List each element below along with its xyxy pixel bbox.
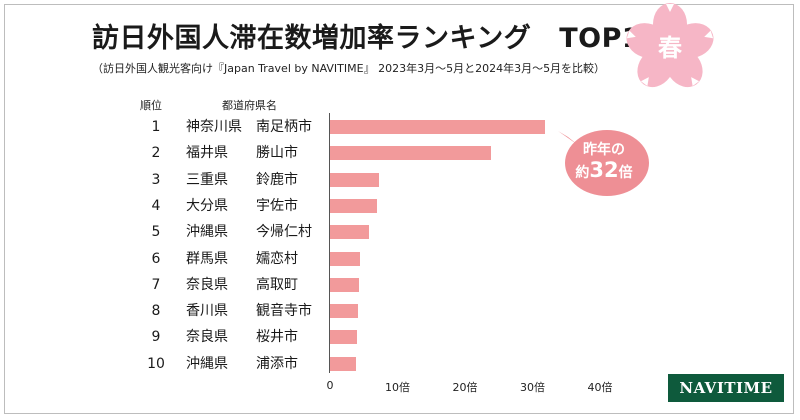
bar-2 xyxy=(330,146,492,161)
page-title: 訪日外国人滞在数増加率ランキング TOP10 xyxy=(92,16,660,55)
callout-number: 32 xyxy=(589,158,619,182)
bar-4 xyxy=(330,198,377,213)
x-tick-label: 20倍 xyxy=(452,381,478,394)
callout-suffix: 倍 xyxy=(618,165,633,181)
subtitle: （訪日外国人観光客向け『Japan Travel by NAVITIME』 20… xyxy=(92,62,606,75)
prefecture-label: 香川県 xyxy=(186,303,228,320)
bar-3 xyxy=(330,172,380,187)
y-axis-line xyxy=(329,113,330,373)
prefecture-label: 沖縄県 xyxy=(186,224,228,241)
city-label: 宇佐市 xyxy=(256,197,298,214)
bar-7 xyxy=(330,277,360,292)
city-label: 桜井市 xyxy=(256,329,298,346)
prefecture-label: 神奈川県 xyxy=(186,119,242,135)
cherry-blossom-icon xyxy=(626,3,714,88)
city-label: 勝山市 xyxy=(256,145,298,162)
city-label: 嬬恋村 xyxy=(256,250,298,267)
x-tick-label: 0 xyxy=(326,379,334,392)
rank-label: 8 xyxy=(151,303,161,320)
prefecture-label: 福井県 xyxy=(186,145,228,162)
rank-label: 1 xyxy=(151,119,161,135)
rank-label: 4 xyxy=(151,197,161,214)
navitime-logo: NAVITIME xyxy=(668,374,784,402)
rank-label: 5 xyxy=(151,224,161,241)
bar-10 xyxy=(330,356,356,371)
callout-line1: 昨年の xyxy=(583,142,625,158)
bar-5 xyxy=(330,225,370,240)
prefecture-label: 奈良県 xyxy=(186,276,228,293)
rank-label: 6 xyxy=(151,250,161,267)
x-tick-label: 40倍 xyxy=(587,381,613,394)
callout-prefix: 約 xyxy=(575,165,590,181)
prefecture-label: 三重県 xyxy=(186,171,228,188)
title-text: 訪日外国人滞在数増加率ランキング xyxy=(92,23,532,54)
rank-label: 10 xyxy=(147,355,165,372)
rank-label: 2 xyxy=(151,145,161,162)
x-tick-label: 30倍 xyxy=(520,381,545,394)
city-label: 浦添市 xyxy=(256,355,298,372)
rank-label: 3 xyxy=(151,171,161,188)
rank-label: 9 xyxy=(151,329,161,346)
x-tick-label: 10倍 xyxy=(385,381,410,394)
bar-1 xyxy=(330,120,545,134)
column-header-region: 都道府県名 xyxy=(222,99,277,112)
city-label: 観音寺市 xyxy=(256,303,312,320)
column-header-rank: 順位 xyxy=(140,99,162,112)
rank-label: 7 xyxy=(151,276,161,293)
city-label: 南足柄市 xyxy=(256,119,312,135)
bar-8 xyxy=(330,304,358,319)
season-badge: 春 xyxy=(658,34,682,62)
prefecture-label: 大分県 xyxy=(186,197,228,214)
prefecture-label: 群馬県 xyxy=(186,250,228,267)
prefecture-label: 沖縄県 xyxy=(186,355,228,372)
city-label: 今帰仁村 xyxy=(256,224,312,241)
bar-6 xyxy=(330,251,361,266)
city-label: 高取町 xyxy=(256,276,298,293)
prefecture-label: 奈良県 xyxy=(186,329,228,346)
callout-bubble xyxy=(558,130,649,196)
callout-text: 昨年の 約32倍 xyxy=(558,140,650,183)
city-label: 鈴鹿市 xyxy=(256,171,298,188)
bar-9 xyxy=(330,330,357,345)
